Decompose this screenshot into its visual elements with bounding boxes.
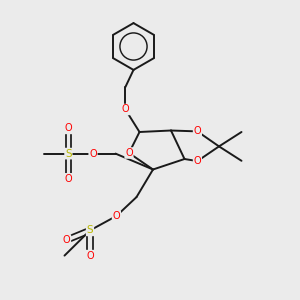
Text: O: O (122, 104, 129, 115)
Text: O: O (63, 235, 70, 245)
Text: O: O (125, 148, 133, 158)
Text: O: O (86, 250, 94, 261)
Text: O: O (112, 211, 120, 221)
Text: O: O (64, 174, 72, 184)
Text: S: S (87, 225, 93, 236)
Text: O: O (89, 148, 97, 159)
Text: O: O (64, 123, 72, 134)
Text: S: S (65, 148, 72, 159)
Text: O: O (194, 126, 201, 136)
Text: O: O (194, 156, 201, 166)
Text: O: O (243, 131, 244, 132)
